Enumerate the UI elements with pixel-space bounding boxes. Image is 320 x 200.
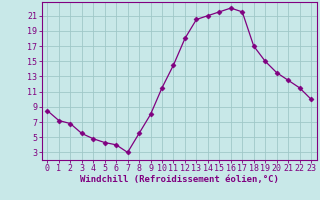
- X-axis label: Windchill (Refroidissement éolien,°C): Windchill (Refroidissement éolien,°C): [80, 175, 279, 184]
